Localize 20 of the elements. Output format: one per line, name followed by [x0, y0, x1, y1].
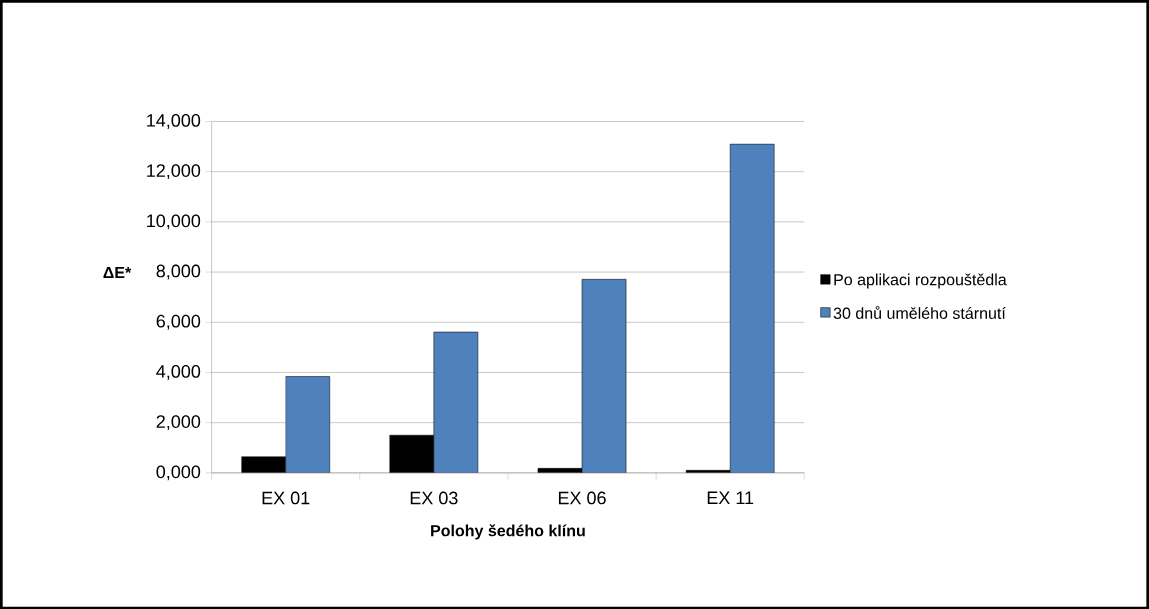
x-tick-label: EX 01 — [262, 491, 310, 505]
y-tick-label: 0,000 — [156, 465, 201, 481]
y-tick-label: 8,000 — [156, 264, 201, 280]
x-tick-label: EX 03 — [410, 491, 458, 505]
x-axis-title: Polohy šedého klínu — [431, 524, 585, 540]
x-tick-label: EX 11 — [707, 491, 754, 504]
y-axis-title: ΔE* — [103, 266, 132, 278]
legend-label: 30 dnů umělého stárnutí — [833, 305, 1006, 319]
y-tick-label: 10,000 — [147, 214, 201, 230]
y-tick-label: 14,000 — [147, 113, 201, 129]
bar — [433, 331, 479, 473]
y-tick-label: 4,000 — [156, 364, 201, 380]
x-tick-label: EX 06 — [558, 491, 606, 505]
legend-label: Po aplikaci rozpouštědla — [834, 273, 1007, 289]
bar — [729, 143, 775, 473]
y-tick-label: 12,000 — [147, 164, 201, 179]
bar — [285, 376, 330, 473]
y-tick-label: 6,000 — [156, 314, 201, 330]
bar — [581, 278, 627, 473]
y-tick-label: 2,000 — [156, 415, 201, 430]
